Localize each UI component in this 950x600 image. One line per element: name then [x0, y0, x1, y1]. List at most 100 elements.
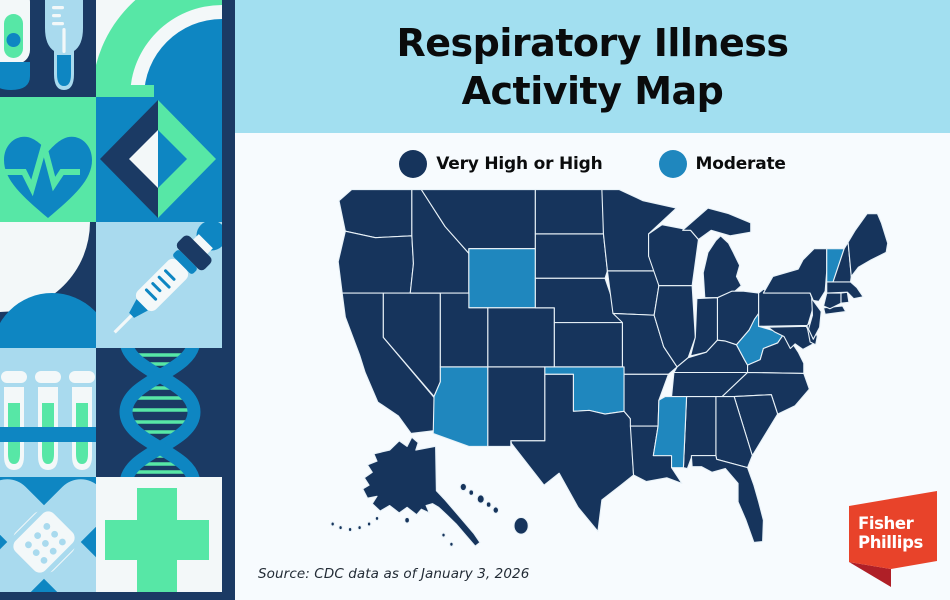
- legend-swatch-moderate: [658, 150, 687, 178]
- legend-item-very-high: Very High or High: [399, 150, 603, 178]
- us-activity-map: [320, 173, 898, 572]
- crossed-bandages-icon: [0, 479, 96, 592]
- bandage-dot: [49, 547, 57, 555]
- quarter-disc: [144, 19, 222, 97]
- alaska-island: [405, 518, 410, 524]
- syringe-ring: [173, 250, 197, 274]
- logo-ribbon-fold: [849, 562, 891, 587]
- bandage-dot: [32, 549, 40, 557]
- dna-helix-icon: [119, 348, 201, 477]
- bandage-dot: [34, 532, 42, 540]
- tube-cap: [35, 371, 61, 383]
- state-WY: [469, 249, 536, 308]
- sidebar-pattern-svg: [0, 0, 235, 600]
- logo-flag: [849, 491, 937, 569]
- aleutian-island: [358, 526, 361, 530]
- pill-vial-thermometer-tile: [0, 0, 83, 90]
- title-line-2: Activity Map: [461, 68, 724, 113]
- test-tubes-tile: [0, 348, 96, 477]
- state-AK: [363, 437, 480, 546]
- content-panel: Respiratory Illness Activity Map Very Hi…: [235, 0, 950, 600]
- ekg-line-icon: [0, 134, 80, 197]
- state-SD: [535, 234, 607, 278]
- states: [331, 190, 888, 547]
- syringe-tile: [96, 222, 222, 348]
- tube-rack-bar: [0, 427, 96, 442]
- pill-dot: [6, 33, 21, 47]
- state-MS: [653, 397, 686, 468]
- dna-strand: [120, 348, 201, 477]
- syringe-mark: [144, 288, 158, 301]
- dna-tile: [96, 348, 222, 477]
- page-title: Respiratory Illness Activity Map: [396, 19, 789, 115]
- quarter-circle-white: [0, 222, 90, 312]
- state-NH: [833, 242, 851, 282]
- fisher-phillips-logo: Fisher Phillips: [849, 491, 937, 587]
- aleutian-island: [375, 516, 378, 520]
- logo-text-line-2: Phillips: [858, 533, 923, 552]
- syringe-needle: [113, 314, 133, 334]
- bandages-tile: [0, 477, 96, 592]
- hawaii-island: [486, 502, 491, 508]
- diamond-inner-left: [129, 130, 158, 188]
- syringe-mark: [151, 282, 162, 293]
- thermometer-tick: [52, 6, 64, 10]
- state-KS: [554, 323, 622, 367]
- thermometer-capillary: [62, 28, 66, 53]
- diamond-chevron-tile: [96, 97, 222, 222]
- source-note: Source: CDC data as of January 3, 2026: [258, 566, 530, 582]
- state-MI-upper: [683, 208, 751, 239]
- syringe-plunger-shaft: [191, 234, 213, 256]
- hawaii-island: [493, 507, 499, 513]
- syringe-barrel: [135, 258, 189, 312]
- syringe-mark: [157, 275, 171, 289]
- bandage-dot: [40, 556, 48, 564]
- state-MI-lower: [703, 236, 741, 298]
- hawaii-island: [514, 518, 528, 535]
- sidebar-pattern: [0, 0, 235, 600]
- medical-cross-tile: [96, 477, 222, 592]
- thermometer-mercury: [57, 55, 71, 86]
- state-MA: [827, 282, 863, 299]
- syringe-hub: [129, 299, 148, 318]
- thermometer-tick: [52, 22, 64, 26]
- hawaii-island: [477, 495, 484, 503]
- hawaii-island: [460, 483, 466, 490]
- state-IA: [607, 271, 658, 315]
- state-WA: [339, 190, 412, 238]
- state-AZ: [433, 367, 488, 446]
- syringe-mark: [164, 269, 176, 281]
- bandage-dot: [43, 523, 51, 530]
- state-TX: [511, 374, 634, 531]
- medical-cross-icon: [105, 488, 209, 592]
- state-ME: [848, 214, 888, 277]
- dna-strand: [119, 348, 200, 477]
- bandage-dot: [25, 541, 32, 549]
- aleutian-island: [331, 522, 334, 526]
- half-circles-tile: [0, 222, 96, 348]
- heart-ekg-tile: [0, 97, 96, 222]
- legend-swatch-very-high: [399, 150, 428, 178]
- tube-cap: [69, 371, 95, 383]
- accent-bar: [98, 85, 154, 97]
- state-NJ: [809, 299, 822, 340]
- half-circle-blue: [0, 293, 96, 348]
- hawaii-island: [469, 490, 474, 496]
- state-FL: [691, 456, 763, 543]
- state-NM: [488, 367, 545, 446]
- state-NY: [763, 249, 826, 302]
- aleutian-island: [339, 526, 342, 530]
- vial-liquid: [0, 62, 30, 90]
- state-ND: [535, 190, 603, 234]
- legend-label-very-high: Very High or High: [436, 154, 603, 174]
- diamond-inner-right: [158, 130, 187, 188]
- logo-text-line-1: Fisher: [858, 514, 915, 533]
- legend-label-moderate: Moderate: [695, 154, 786, 174]
- title-band: Respiratory Illness Activity Map: [235, 0, 950, 133]
- legend-item-moderate: Moderate: [658, 150, 786, 178]
- test-tubes-icon: [0, 371, 96, 470]
- bandage-dot: [51, 530, 59, 538]
- heart-icon: [4, 136, 92, 218]
- state-OR: [338, 231, 413, 293]
